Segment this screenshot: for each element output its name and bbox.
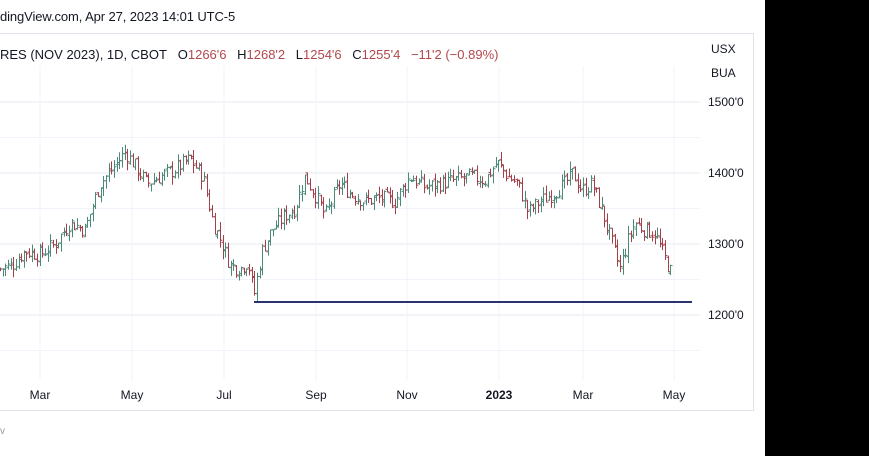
- black-margin: [765, 0, 869, 456]
- price-tick-label: 1300'0: [708, 237, 744, 251]
- open-value: 1266'6: [187, 47, 227, 62]
- time-tick-label: 2023: [485, 388, 513, 402]
- snapshot-caption: dingView.com, Apr 27, 2023 14:01 UTC-5: [0, 9, 236, 24]
- high-value: 1268'2: [246, 47, 286, 62]
- close-value: 1255'4: [361, 47, 401, 62]
- price-tick-label: 1500'0: [708, 95, 744, 109]
- time-tick-label: Mar: [29, 388, 51, 402]
- high-label: H: [237, 47, 247, 62]
- change-value: −11'2 (−0.89%): [410, 47, 499, 62]
- low-label: L: [295, 47, 304, 62]
- time-tick-label: May: [120, 388, 144, 402]
- unit-label: BUA: [711, 66, 736, 80]
- close-label: C: [352, 47, 362, 62]
- time-tick-label: Mar: [572, 388, 594, 402]
- price-tick-label: 1400'0: [708, 166, 744, 180]
- chart-frame: [0, 33, 754, 411]
- time-tick-label: Jul: [216, 388, 232, 402]
- ohlc-legend: RES (NOV 2023), 1D, CBOT O1266'6 H1268'2…: [0, 47, 498, 62]
- time-tick-label: May: [662, 388, 686, 402]
- price-chart[interactable]: [0, 0, 760, 415]
- open-label: O: [177, 47, 188, 62]
- time-tick-label: Nov: [396, 388, 418, 402]
- low-value: 1254'6: [303, 47, 342, 62]
- currency-label: USX: [711, 42, 736, 56]
- footer-mark: v: [0, 426, 5, 437]
- symbol-info: RES (NOV 2023), 1D, CBOT: [0, 47, 167, 62]
- price-tick-label: 1200'0: [708, 308, 744, 322]
- time-tick-label: Sep: [305, 388, 327, 402]
